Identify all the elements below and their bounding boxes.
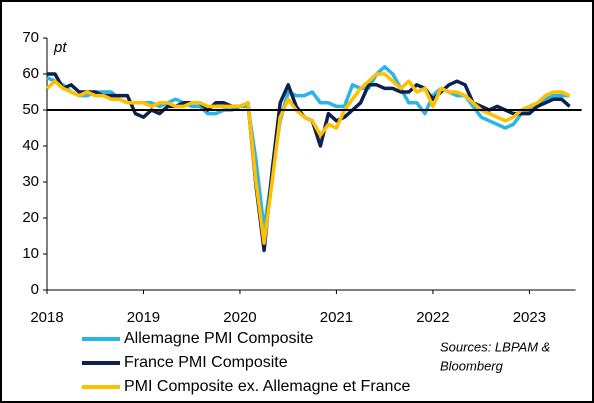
y-tick-label: 0 [31,281,39,298]
legend-label: Allemagne PMI Composite [124,330,314,347]
x-tick-label: 2020 [223,309,256,326]
y-unit: pt [53,39,67,56]
y-tick-label: 50 [22,101,39,118]
y-tick-label: 30 [22,173,39,190]
x-tick-label: 2023 [513,309,546,326]
y-tick-label: 70 [22,29,39,46]
x-tick-label: 2018 [30,309,63,326]
source-note: Sources: LBPAM & [440,339,550,354]
source-note: Bloomberg [440,358,504,373]
x-tick-label: 2022 [416,309,449,326]
y-tick-label: 60 [22,65,39,82]
x-tick-label: 2021 [320,309,353,326]
y-tick-label: 10 [22,245,39,262]
x-tick-label: 2019 [127,309,160,326]
y-tick-label: 40 [22,137,39,154]
legend-label: France PMI Composite [124,354,288,371]
legend-label: PMI Composite ex. Allemagne et France [124,378,410,395]
y-tick-label: 20 [22,209,39,226]
